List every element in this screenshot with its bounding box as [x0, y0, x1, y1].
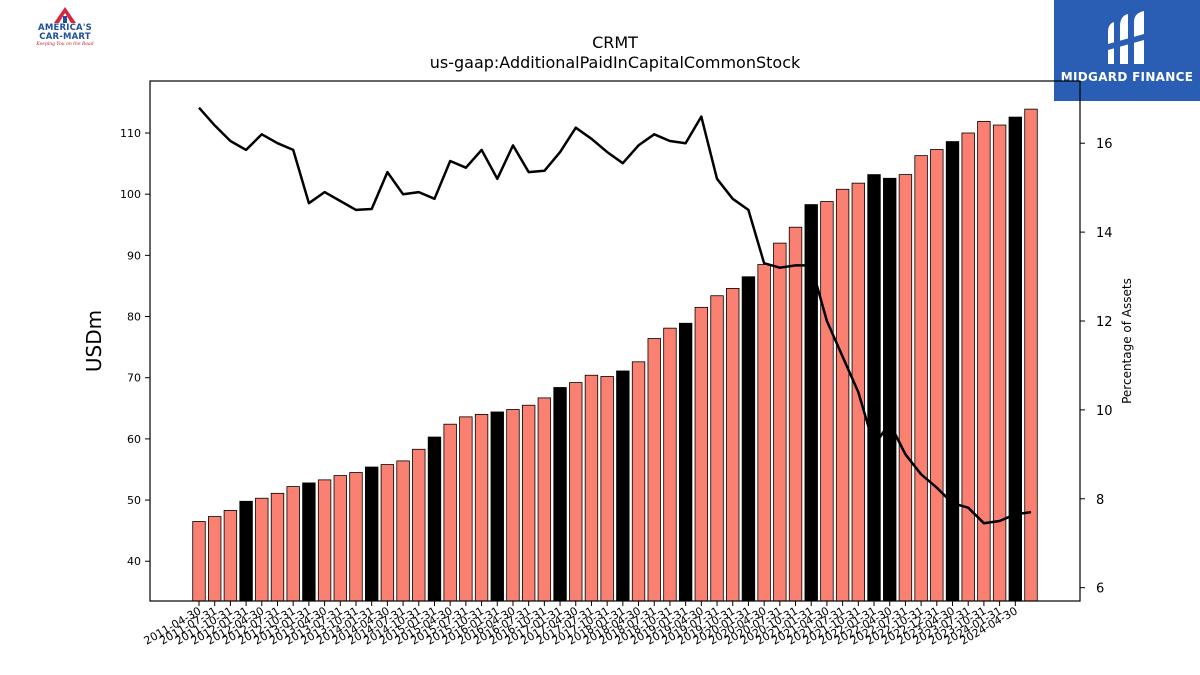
y-axis-label: USDm	[82, 310, 106, 372]
bar	[443, 423, 457, 602]
bar	[412, 448, 426, 602]
y-tick-label: 110	[120, 127, 141, 140]
y-tick-label: 70	[127, 372, 141, 385]
y2-tick-label: 14	[1096, 226, 1113, 241]
bar	[349, 472, 363, 602]
y2-axis-label: Percentage of Assets	[1120, 278, 1134, 404]
bar	[741, 276, 756, 602]
y2-tick-label: 6	[1096, 582, 1104, 597]
logo-left-line2: CAR-MART	[39, 32, 91, 42]
bar	[757, 264, 771, 602]
bar	[631, 361, 646, 602]
bar	[506, 409, 520, 602]
bar	[678, 322, 693, 602]
bar	[270, 492, 285, 602]
americas-car-mart-logo: AMERICA'S CAR-MART Keeping You on the Ro…	[28, 6, 102, 58]
bar	[992, 124, 1007, 602]
y2-tick-label: 16	[1096, 137, 1113, 152]
bar	[616, 370, 630, 602]
y-tick-label: 100	[120, 188, 141, 201]
bar	[945, 141, 960, 602]
bar	[192, 521, 206, 602]
bar	[961, 132, 975, 602]
bar	[553, 387, 567, 602]
bar	[569, 382, 583, 602]
bar	[380, 464, 395, 602]
bar	[710, 295, 724, 602]
y2-tick-label: 10	[1096, 404, 1113, 419]
y-tick-label: 50	[127, 494, 141, 507]
bar	[537, 397, 552, 602]
bar	[835, 188, 850, 602]
midgard-finance-logo: MIDGARD FINANCE	[1054, 0, 1200, 101]
bar	[239, 500, 253, 602]
bar	[474, 414, 489, 602]
bar	[773, 242, 787, 602]
logo-right-name: MIDGARD FINANCE	[1060, 70, 1194, 84]
car-mart-arch-icon	[54, 7, 76, 23]
y-tick-label: 90	[127, 249, 141, 262]
logo-left-tagline: Keeping You on the Road	[36, 42, 94, 47]
logo-left-line1: AMERICA'S	[38, 23, 92, 33]
bar	[1008, 116, 1022, 602]
bar	[600, 376, 614, 602]
bar	[286, 486, 300, 602]
bar	[364, 466, 379, 602]
y2-tick-label: 12	[1096, 315, 1113, 330]
bar	[459, 416, 473, 602]
bar	[396, 460, 410, 602]
bar	[820, 201, 834, 602]
bar	[490, 411, 504, 602]
y-tick-label: 60	[127, 433, 141, 446]
bar	[898, 174, 913, 602]
chart-title: CRMT	[592, 33, 638, 52]
y-tick-label: 80	[127, 311, 141, 324]
y-tick-label: 40	[127, 555, 141, 568]
bar	[208, 516, 222, 602]
bar	[788, 226, 803, 602]
bar	[427, 436, 442, 602]
bar	[977, 120, 991, 602]
bar	[584, 374, 599, 602]
chart-subtitle: us-gaap:AdditionalPaidInCapitalCommonSto…	[430, 53, 801, 72]
bar	[317, 479, 332, 602]
bar	[694, 306, 709, 602]
bar	[302, 482, 316, 602]
bar	[223, 510, 238, 602]
bar	[663, 327, 677, 602]
bar	[867, 174, 881, 602]
bar	[1024, 108, 1038, 602]
bar	[726, 287, 740, 602]
bar	[647, 338, 661, 602]
bar	[333, 475, 347, 602]
bar	[914, 155, 928, 602]
y2-tick-label: 8	[1096, 493, 1104, 508]
bar	[930, 149, 944, 602]
midgard-m-icon	[1108, 11, 1144, 64]
plot-frame	[149, 80, 1081, 602]
percentage-of-assets-line	[198, 106, 1032, 525]
bar	[883, 177, 897, 602]
bar	[255, 497, 269, 602]
bar	[521, 404, 536, 602]
bar	[804, 204, 818, 602]
